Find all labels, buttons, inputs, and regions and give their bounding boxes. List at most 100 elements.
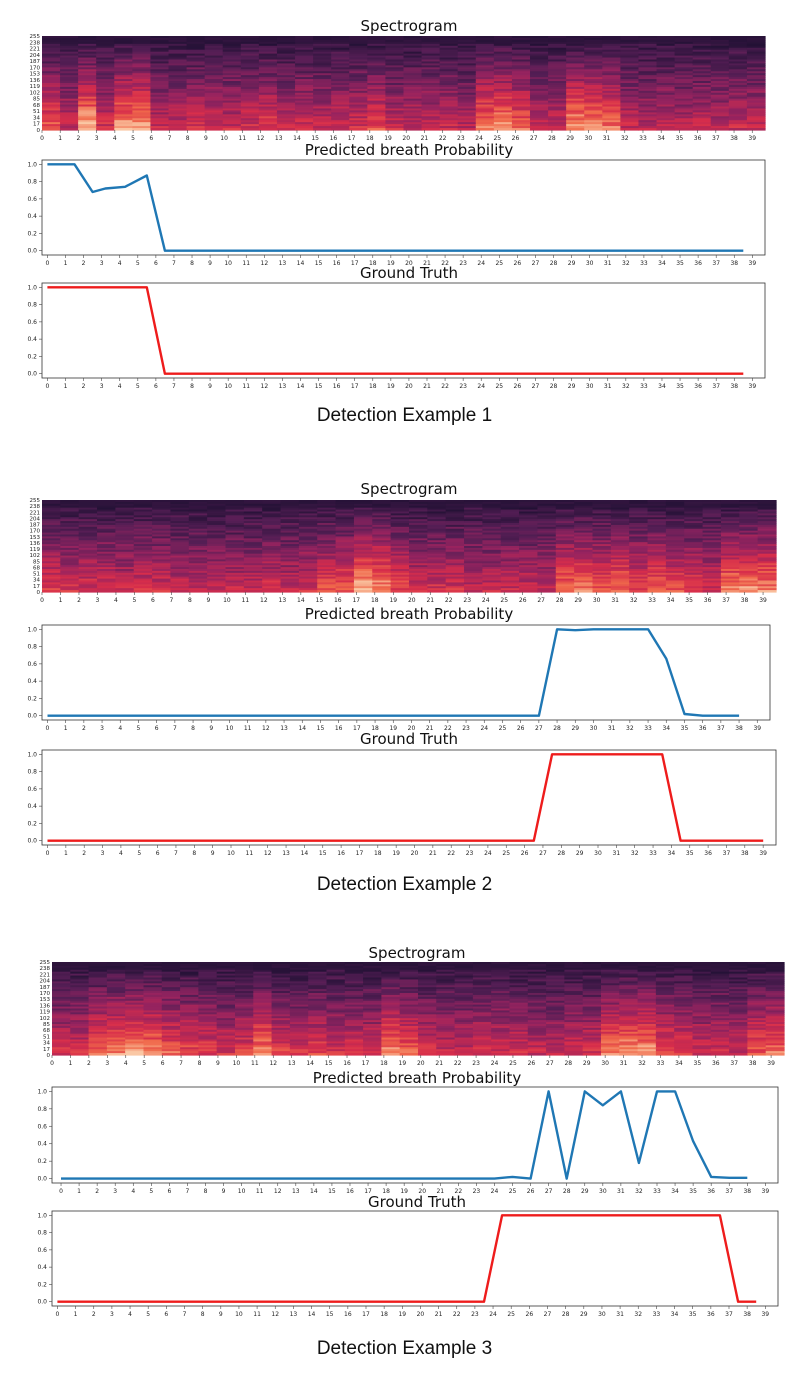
heatmap-cell (216, 1033, 236, 1037)
heatmap-cell (331, 45, 350, 49)
heatmap-cell (42, 505, 61, 509)
heatmap-cell (78, 536, 98, 539)
heatmap-cell (385, 92, 405, 96)
heatmap-cell (647, 523, 667, 526)
x-tick-label: 11 (239, 135, 247, 142)
heatmap-cell (114, 102, 133, 106)
heatmap-cell (665, 524, 685, 528)
heatmap-cell (198, 1043, 218, 1046)
heatmap-cell (88, 977, 108, 981)
heatmap-cell (421, 69, 441, 72)
heatmap-cell (610, 501, 630, 505)
ground-truth-title: Ground Truth (360, 264, 458, 282)
heatmap-cell (114, 92, 133, 96)
heatmap-cell (665, 559, 685, 562)
heatmap-cell (746, 126, 766, 129)
heatmap-cell (298, 561, 318, 564)
heatmap-cell (482, 532, 502, 536)
heatmap-cell (445, 576, 465, 580)
heatmap-cell (150, 116, 170, 119)
heatmap-cell (537, 567, 557, 570)
heatmap-cell (353, 532, 373, 536)
heatmap-cell (258, 96, 278, 100)
heatmap-cell (143, 991, 163, 994)
x-tick-label: 0 (40, 597, 44, 604)
heatmap-cell (42, 114, 61, 117)
x-tick-label: 20 (405, 383, 413, 390)
heatmap-cell (702, 519, 722, 522)
heatmap-cell (620, 69, 640, 72)
heatmap-cell (372, 549, 392, 553)
heatmap-cell (409, 534, 428, 538)
heatmap-cell (331, 75, 350, 78)
heatmap-cell (161, 1033, 181, 1037)
heatmap-cell (161, 1000, 181, 1004)
heatmap-cell (253, 1053, 273, 1056)
heatmap-cell (216, 962, 236, 965)
heatmap-cell (143, 979, 163, 982)
heatmap-cell (482, 500, 502, 503)
heatmap-cell (457, 36, 477, 39)
heatmap-cell (584, 106, 603, 110)
heatmap-cell (692, 98, 712, 102)
heatmap-cell (42, 51, 61, 55)
heatmap-cell (186, 81, 206, 84)
heatmap-cell (276, 67, 296, 70)
heatmap-cell (188, 507, 208, 511)
heatmap-cell (584, 90, 603, 94)
heatmap-cell (150, 41, 170, 45)
heatmap-cell (482, 570, 502, 574)
heatmap-cell (757, 511, 777, 515)
heatmap-cell (168, 86, 188, 90)
heatmap-cell (665, 567, 685, 570)
heatmap-cell (225, 532, 245, 536)
heatmap-cell (161, 1031, 181, 1035)
heatmap-cell (353, 578, 373, 582)
spectrogram-title: Spectrogram (360, 480, 458, 498)
heatmap-cell (114, 120, 133, 123)
heatmap-cell (647, 524, 667, 528)
heatmap-cell (500, 563, 520, 566)
heatmap-cell (647, 505, 667, 509)
heatmap-cell (439, 41, 459, 45)
heatmap-cell (132, 41, 152, 45)
heatmap-cell (276, 59, 296, 63)
heatmap-cell (96, 90, 115, 94)
heatmap-cell (638, 122, 658, 125)
heatmap-cell (757, 559, 777, 562)
x-tick-label: 35 (686, 850, 694, 857)
heatmap-cell (537, 517, 557, 520)
heatmap-cell (262, 551, 282, 555)
heatmap-cell (258, 81, 278, 84)
heatmap-cell (757, 500, 777, 503)
heatmap-cell (439, 88, 459, 92)
heatmap-cell (439, 94, 459, 98)
heatmap-cell (313, 118, 332, 121)
heatmap-cell (60, 84, 79, 88)
heatmap-cell (132, 45, 152, 49)
heatmap-cell (70, 1039, 90, 1043)
y-tick-label: 68 (33, 103, 40, 109)
heatmap-cell (349, 51, 368, 55)
y-tick-label: 0.8 (27, 769, 37, 776)
heatmap-cell (280, 588, 300, 591)
heatmap-cell (475, 128, 495, 131)
heatmap-cell (133, 557, 153, 561)
heatmap-cell (253, 1043, 273, 1046)
heatmap-cell (106, 987, 126, 990)
heatmap-cell (427, 574, 447, 578)
heatmap-cell (353, 559, 373, 562)
heatmap-cell (482, 540, 502, 543)
heatmap-cell (409, 542, 428, 545)
heatmap-cell (170, 513, 190, 516)
heatmap-cell (198, 987, 218, 990)
heatmap-cell (207, 507, 227, 511)
heatmap-cell (367, 102, 387, 106)
heatmap-cell (143, 1014, 163, 1017)
heatmap-cell (555, 567, 575, 570)
heatmap-cell (225, 565, 245, 568)
heatmap-cell (97, 549, 116, 553)
x-tick-label: 29 (574, 597, 582, 604)
heatmap-cell (421, 41, 441, 45)
heatmap-cell (96, 84, 115, 88)
